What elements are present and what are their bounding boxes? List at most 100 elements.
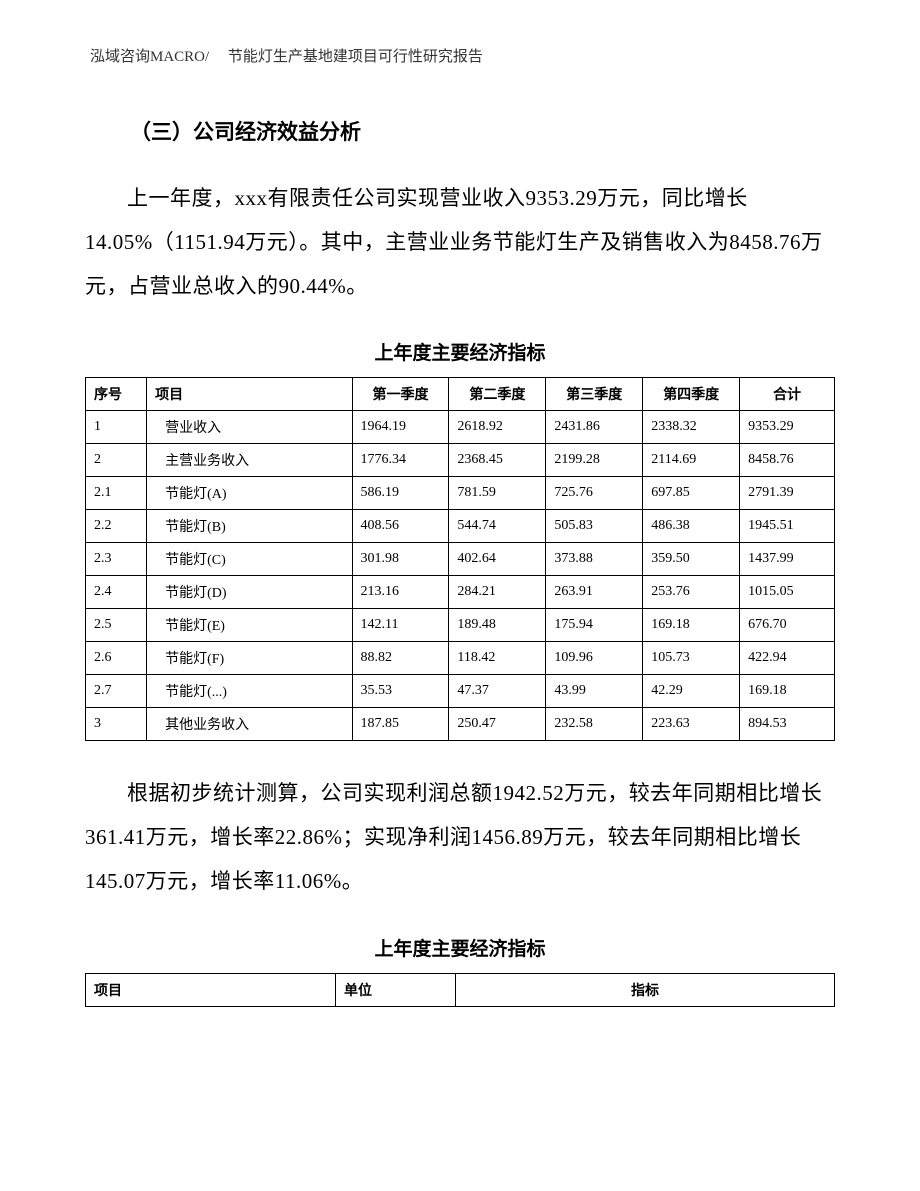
cell-total: 9353.29 (740, 411, 835, 444)
table-row: 2.4 节能灯(D) 213.16 284.21 263.91 253.76 1… (86, 576, 835, 609)
cell-q3: 2199.28 (546, 444, 643, 477)
cell-q2: 118.42 (449, 642, 546, 675)
cell-seq: 2.7 (86, 675, 147, 708)
col-q2-header: 第二季度 (449, 378, 546, 411)
cell-q4: 253.76 (643, 576, 740, 609)
col-indicator-header: 指标 (456, 973, 835, 1006)
table-row: 2.1 节能灯(A) 586.19 781.59 725.76 697.85 2… (86, 477, 835, 510)
cell-q4: 359.50 (643, 543, 740, 576)
cell-total: 1015.05 (740, 576, 835, 609)
page-container: 泓域咨询MACRO/ 节能灯生产基地建项目可行性研究报告 （三）公司经济效益分析… (0, 0, 920, 1191)
cell-q2: 402.64 (449, 543, 546, 576)
col-seq-header: 序号 (86, 378, 147, 411)
cell-seq: 2.1 (86, 477, 147, 510)
cell-q1: 213.16 (352, 576, 449, 609)
cell-q3: 505.83 (546, 510, 643, 543)
cell-q2: 544.74 (449, 510, 546, 543)
economic-indicators-table: 序号 项目 第一季度 第二季度 第三季度 第四季度 合计 1 营业收入 1964… (85, 377, 835, 741)
cell-q4: 42.29 (643, 675, 740, 708)
cell-seq: 2.2 (86, 510, 147, 543)
cell-q1: 301.98 (352, 543, 449, 576)
cell-total: 422.94 (740, 642, 835, 675)
cell-item: 营业收入 (147, 411, 352, 444)
cell-item: 节能灯(F) (147, 642, 352, 675)
cell-total: 8458.76 (740, 444, 835, 477)
cell-q3: 263.91 (546, 576, 643, 609)
table2-title: 上年度主要经济指标 (85, 934, 835, 961)
indicators-table-2: 项目 单位 指标 (85, 973, 835, 1007)
cell-q3: 2431.86 (546, 411, 643, 444)
cell-seq: 2.5 (86, 609, 147, 642)
cell-seq: 3 (86, 708, 147, 741)
cell-q1: 408.56 (352, 510, 449, 543)
col-q1-header: 第一季度 (352, 378, 449, 411)
cell-q1: 586.19 (352, 477, 449, 510)
cell-item: 节能灯(A) (147, 477, 352, 510)
table-row: 2 主营业务收入 1776.34 2368.45 2199.28 2114.69… (86, 444, 835, 477)
paragraph-1: 上一年度，xxx有限责任公司实现营业收入9353.29万元，同比增长14.05%… (85, 176, 835, 308)
cell-total: 894.53 (740, 708, 835, 741)
table-row: 2.3 节能灯(C) 301.98 402.64 373.88 359.50 1… (86, 543, 835, 576)
cell-total: 676.70 (740, 609, 835, 642)
cell-seq: 2.3 (86, 543, 147, 576)
cell-q1: 142.11 (352, 609, 449, 642)
cell-total: 2791.39 (740, 477, 835, 510)
cell-q1: 88.82 (352, 642, 449, 675)
table1-title: 上年度主要经济指标 (85, 338, 835, 365)
col-unit-header: 单位 (336, 973, 456, 1006)
cell-q2: 47.37 (449, 675, 546, 708)
table-row: 2.6 节能灯(F) 88.82 118.42 109.96 105.73 42… (86, 642, 835, 675)
cell-q4: 169.18 (643, 609, 740, 642)
cell-item: 节能灯(D) (147, 576, 352, 609)
cell-q3: 175.94 (546, 609, 643, 642)
table-row: 2.7 节能灯(...) 35.53 47.37 43.99 42.29 169… (86, 675, 835, 708)
cell-q3: 725.76 (546, 477, 643, 510)
section-heading: （三）公司经济效益分析 (130, 116, 835, 146)
page-header: 泓域咨询MACRO/ 节能灯生产基地建项目可行性研究报告 (85, 45, 835, 66)
cell-q4: 105.73 (643, 642, 740, 675)
table-row: 1 营业收入 1964.19 2618.92 2431.86 2338.32 9… (86, 411, 835, 444)
cell-q1: 187.85 (352, 708, 449, 741)
cell-item: 节能灯(...) (147, 675, 352, 708)
cell-q2: 189.48 (449, 609, 546, 642)
cell-seq: 2 (86, 444, 147, 477)
cell-q2: 2368.45 (449, 444, 546, 477)
cell-item: 节能灯(E) (147, 609, 352, 642)
cell-q4: 2338.32 (643, 411, 740, 444)
cell-q4: 697.85 (643, 477, 740, 510)
cell-q1: 1776.34 (352, 444, 449, 477)
cell-q1: 1964.19 (352, 411, 449, 444)
cell-seq: 1 (86, 411, 147, 444)
col-q3-header: 第三季度 (546, 378, 643, 411)
table-row: 2.5 节能灯(E) 142.11 189.48 175.94 169.18 6… (86, 609, 835, 642)
cell-item: 主营业务收入 (147, 444, 352, 477)
cell-q4: 223.63 (643, 708, 740, 741)
cell-item: 节能灯(B) (147, 510, 352, 543)
cell-q2: 781.59 (449, 477, 546, 510)
cell-seq: 2.6 (86, 642, 147, 675)
cell-item: 节能灯(C) (147, 543, 352, 576)
col-item2-header: 项目 (86, 973, 336, 1006)
cell-q1: 35.53 (352, 675, 449, 708)
cell-q3: 43.99 (546, 675, 643, 708)
paragraph-2: 根据初步统计测算，公司实现利润总额1942.52万元，较去年同期相比增长361.… (85, 771, 835, 903)
cell-q3: 373.88 (546, 543, 643, 576)
table-header-row: 序号 项目 第一季度 第二季度 第三季度 第四季度 合计 (86, 378, 835, 411)
cell-q2: 284.21 (449, 576, 546, 609)
cell-total: 1437.99 (740, 543, 835, 576)
cell-q2: 2618.92 (449, 411, 546, 444)
cell-item: 其他业务收入 (147, 708, 352, 741)
cell-total: 1945.51 (740, 510, 835, 543)
table-row: 2.2 节能灯(B) 408.56 544.74 505.83 486.38 1… (86, 510, 835, 543)
cell-seq: 2.4 (86, 576, 147, 609)
cell-q4: 486.38 (643, 510, 740, 543)
table-header-row: 项目 单位 指标 (86, 973, 835, 1006)
col-total-header: 合计 (740, 378, 835, 411)
table-row: 3 其他业务收入 187.85 250.47 232.58 223.63 894… (86, 708, 835, 741)
table1-body: 1 营业收入 1964.19 2618.92 2431.86 2338.32 9… (86, 411, 835, 741)
cell-q2: 250.47 (449, 708, 546, 741)
cell-q3: 109.96 (546, 642, 643, 675)
cell-q3: 232.58 (546, 708, 643, 741)
col-item-header: 项目 (147, 378, 352, 411)
cell-total: 169.18 (740, 675, 835, 708)
